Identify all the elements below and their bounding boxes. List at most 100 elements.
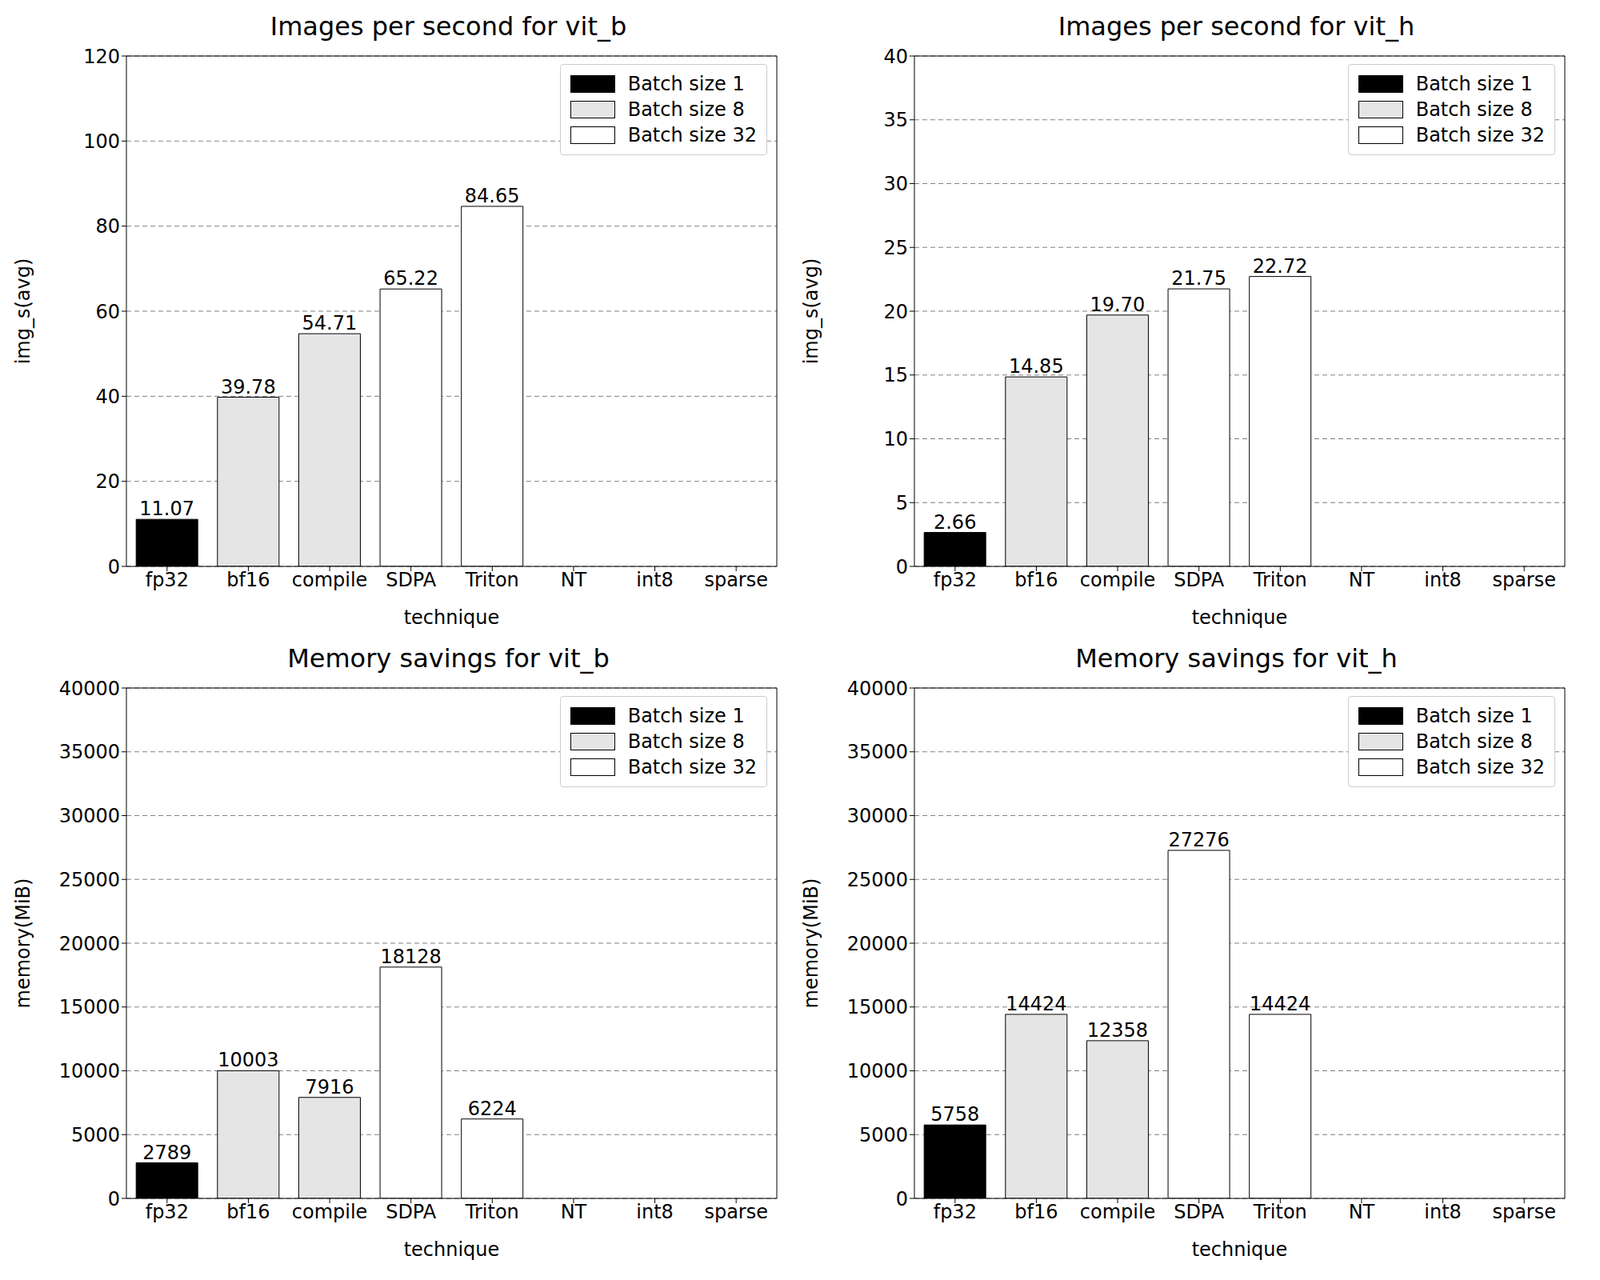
svg-text:20: 20	[95, 470, 120, 493]
svg-text:int8: int8	[1424, 568, 1462, 592]
svg-text:12358: 12358	[1087, 1019, 1148, 1042]
svg-text:30000: 30000	[847, 804, 908, 828]
svg-text:SDPA: SDPA	[1173, 1200, 1225, 1224]
svg-text:fp32: fp32	[933, 568, 977, 592]
svg-text:2789: 2789	[142, 1141, 192, 1164]
svg-text:40000: 40000	[59, 678, 120, 700]
svg-text:14424: 14424	[1249, 992, 1311, 1016]
svg-text:fp32: fp32	[145, 568, 189, 592]
svg-text:40: 40	[883, 46, 908, 68]
svg-text:65.22: 65.22	[383, 267, 439, 290]
svg-text:0: 0	[896, 556, 908, 579]
svg-text:35: 35	[883, 108, 908, 132]
svg-text:14.85: 14.85	[1008, 355, 1064, 378]
svg-text:technique: technique	[404, 606, 500, 629]
svg-text:30: 30	[883, 172, 908, 196]
svg-text:10: 10	[883, 428, 908, 451]
svg-text:fp32: fp32	[933, 1200, 977, 1224]
svg-text:10000: 10000	[59, 1060, 120, 1083]
svg-text:int8: int8	[636, 1200, 674, 1224]
svg-text:Triton: Triton	[464, 568, 520, 592]
svg-text:Triton: Triton	[1252, 1200, 1308, 1224]
svg-text:22.72: 22.72	[1252, 255, 1308, 278]
svg-text:sparse: sparse	[704, 1200, 768, 1224]
html-text:Images per second for vit_b: Images per second for vit_b	[270, 11, 627, 42]
svg-text:5000: 5000	[859, 1124, 908, 1147]
svg-text:20: 20	[883, 300, 908, 324]
svg-text:0: 0	[108, 1188, 120, 1211]
svg-text:NT: NT	[560, 1200, 588, 1224]
svg-text:14424: 14424	[1005, 992, 1067, 1016]
svg-text:54.71: 54.71	[302, 312, 358, 335]
svg-text:35000: 35000	[59, 740, 120, 764]
svg-text:SDPA: SDPA	[385, 1200, 437, 1224]
svg-text:20000: 20000	[59, 932, 120, 956]
svg-text:technique: technique	[1192, 606, 1288, 629]
svg-text:sparse: sparse	[1492, 568, 1556, 592]
svg-text:25: 25	[883, 236, 908, 260]
svg-text:120: 120	[83, 46, 120, 68]
svg-text:SDPA: SDPA	[385, 568, 437, 592]
svg-text:fp32: fp32	[145, 1200, 189, 1224]
svg-text:int8: int8	[636, 568, 674, 592]
svg-text:5: 5	[896, 492, 908, 515]
svg-text:NT: NT	[1348, 568, 1376, 592]
svg-text:SDPA: SDPA	[1173, 568, 1225, 592]
svg-text:21.75: 21.75	[1171, 267, 1227, 290]
svg-text:35000: 35000	[847, 740, 908, 764]
svg-text:80: 80	[95, 215, 120, 238]
svg-text:int8: int8	[1424, 1200, 1462, 1224]
html-text:Batch size 1: Batch size 1	[1415, 72, 1533, 96]
svg-text:0: 0	[896, 1188, 908, 1211]
svg-text:bf16: bf16	[1014, 1200, 1058, 1224]
svg-text:40: 40	[95, 385, 120, 408]
svg-text:compile: compile	[1080, 568, 1156, 592]
svg-text:img_s(avg): img_s(avg)	[12, 258, 35, 365]
svg-text:30000: 30000	[59, 804, 120, 828]
svg-text:NT: NT	[560, 568, 588, 592]
svg-text:5000: 5000	[71, 1124, 120, 1147]
svg-text:15000: 15000	[59, 996, 120, 1019]
svg-text:Triton: Triton	[464, 1200, 520, 1224]
svg-text:15000: 15000	[847, 996, 908, 1019]
svg-text:compile: compile	[1080, 1200, 1156, 1224]
svg-text:27276: 27276	[1168, 828, 1229, 852]
svg-text:6224: 6224	[468, 1097, 517, 1120]
svg-text:10000: 10000	[847, 1060, 908, 1083]
svg-text:2.66: 2.66	[933, 511, 976, 534]
svg-text:bf16: bf16	[226, 1200, 270, 1224]
svg-text:39.78: 39.78	[220, 376, 276, 399]
svg-text:technique: technique	[404, 1238, 500, 1261]
svg-text:compile: compile	[292, 1200, 368, 1224]
html-text:Images per second for vit_h: Images per second for vit_h	[1058, 11, 1415, 42]
svg-text:25000: 25000	[847, 868, 908, 892]
svg-text:img_s(avg): img_s(avg)	[800, 258, 823, 365]
svg-text:20000: 20000	[847, 932, 908, 956]
svg-text:60: 60	[95, 300, 120, 324]
svg-text:18128: 18128	[380, 945, 441, 968]
svg-text:15: 15	[883, 364, 908, 387]
html-text:Memory savings for vit_h: Memory savings for vit_h	[1075, 643, 1398, 674]
svg-text:0: 0	[108, 556, 120, 579]
svg-text:40000: 40000	[847, 678, 908, 700]
svg-text:bf16: bf16	[1014, 568, 1058, 592]
svg-text:memory(MiB): memory(MiB)	[800, 878, 823, 1009]
html-text:Batch size 1: Batch size 1	[627, 72, 745, 96]
svg-text:100: 100	[83, 130, 120, 153]
svg-text:84.65: 84.65	[464, 184, 520, 208]
svg-text:7916: 7916	[304, 1076, 354, 1099]
svg-text:5758: 5758	[930, 1103, 980, 1126]
svg-text:10003: 10003	[217, 1048, 279, 1072]
svg-text:25000: 25000	[59, 868, 120, 892]
html-text:Memory savings for vit_b: Memory savings for vit_b	[287, 643, 610, 674]
svg-text:Triton: Triton	[1252, 568, 1308, 592]
svg-text:sparse: sparse	[1492, 1200, 1556, 1224]
svg-text:sparse: sparse	[704, 568, 768, 592]
svg-text:NT: NT	[1348, 1200, 1376, 1224]
svg-text:11.07: 11.07	[139, 497, 195, 520]
svg-text:19.70: 19.70	[1090, 293, 1146, 316]
svg-text:technique: technique	[1192, 1238, 1288, 1261]
svg-text:compile: compile	[292, 568, 368, 592]
svg-text:memory(MiB): memory(MiB)	[12, 878, 35, 1009]
svg-text:bf16: bf16	[226, 568, 270, 592]
